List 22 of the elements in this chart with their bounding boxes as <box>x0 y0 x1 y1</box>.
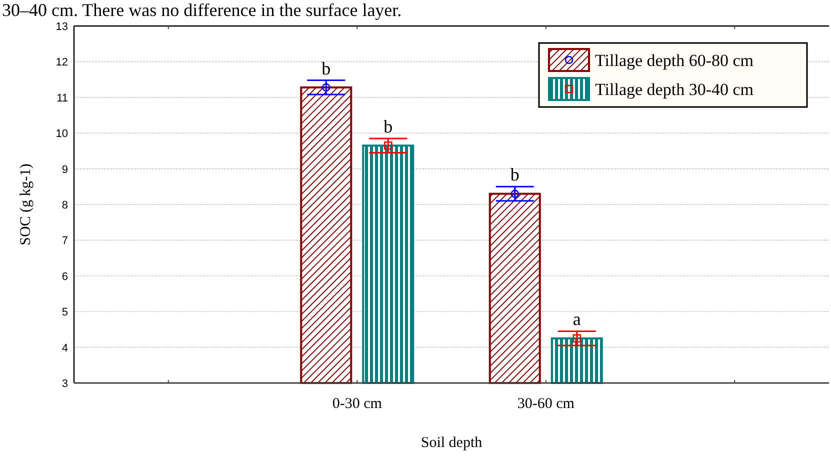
y-tick-label: 8 <box>62 200 68 212</box>
annotation: b <box>322 58 331 78</box>
y-axis-title: SOC (g kg-1) <box>18 164 34 246</box>
y-tick-label: 7 <box>62 235 68 248</box>
x-tick-label: 0-30 cm <box>332 396 382 412</box>
y-tick-label: 13 <box>56 21 68 33</box>
y-tick-label: 3 <box>62 378 68 390</box>
y-tick-label: 5 <box>62 306 68 319</box>
y-tick-label: 4 <box>62 342 68 354</box>
y-tick-label: 9 <box>62 164 68 176</box>
text: 30–40 cm. There was no difference in the surface layer. <box>2 0 402 20</box>
x-axis-title: Soil depth <box>420 435 483 451</box>
annotation: a <box>572 309 581 330</box>
y-tick-label: 6 <box>62 270 68 283</box>
annotation: b <box>510 164 520 185</box>
legend-label: Tillage depth 30-40 cm <box>595 80 754 99</box>
y-tick-label: 12 <box>56 56 68 69</box>
annotation: b <box>384 116 393 136</box>
x-tick-label: 30-60 cm <box>517 396 575 412</box>
y-tick-label: 10 <box>56 128 68 140</box>
y-tick-label: 11 <box>56 92 68 104</box>
legend-label: Tillage depth 60-80 cm <box>595 51 754 70</box>
